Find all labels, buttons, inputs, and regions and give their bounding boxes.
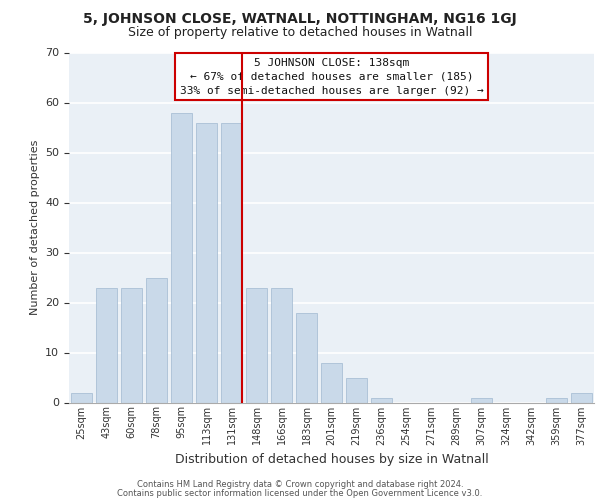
Bar [121, 288, 142, 403]
Bar [271, 288, 292, 403]
Bar [471, 398, 492, 402]
Text: Size of property relative to detached houses in Watnall: Size of property relative to detached ho… [128, 26, 472, 39]
Bar [196, 122, 217, 402]
Text: Contains public sector information licensed under the Open Government Licence v3: Contains public sector information licen… [118, 488, 482, 498]
Bar [546, 398, 567, 402]
Bar [71, 392, 92, 402]
Bar [96, 288, 117, 403]
Bar [321, 362, 342, 403]
Bar [171, 112, 192, 403]
Bar [571, 392, 592, 402]
Bar [221, 122, 242, 402]
Text: Contains HM Land Registry data © Crown copyright and database right 2024.: Contains HM Land Registry data © Crown c… [137, 480, 463, 489]
Bar [371, 398, 392, 402]
Text: 5 JOHNSON CLOSE: 138sqm
← 67% of detached houses are smaller (185)
33% of semi-d: 5 JOHNSON CLOSE: 138sqm ← 67% of detache… [179, 58, 484, 96]
Bar [146, 278, 167, 402]
Y-axis label: Number of detached properties: Number of detached properties [29, 140, 40, 315]
Bar [346, 378, 367, 402]
Bar [296, 312, 317, 402]
Bar [246, 288, 267, 403]
Text: 5, JOHNSON CLOSE, WATNALL, NOTTINGHAM, NG16 1GJ: 5, JOHNSON CLOSE, WATNALL, NOTTINGHAM, N… [83, 12, 517, 26]
X-axis label: Distribution of detached houses by size in Watnall: Distribution of detached houses by size … [175, 453, 488, 466]
